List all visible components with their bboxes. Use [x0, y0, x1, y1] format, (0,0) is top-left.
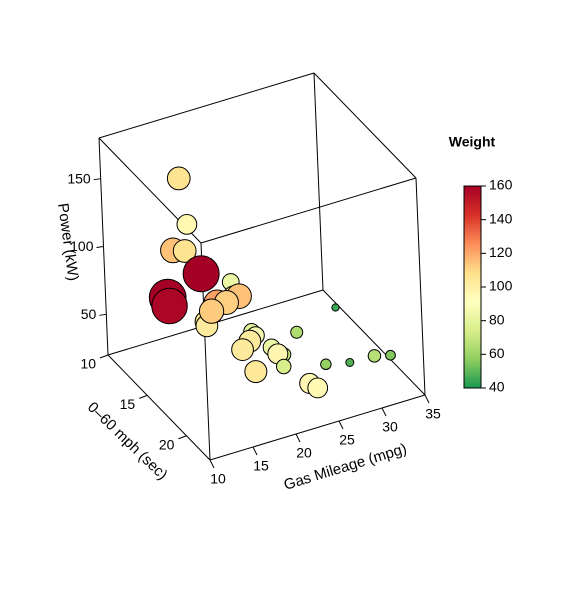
colorbar-tick-label: 80 [489, 311, 505, 327]
box-edge [107, 354, 211, 461]
point [166, 166, 191, 191]
point [385, 349, 396, 361]
box-edge [209, 394, 426, 461]
x-tick [424, 394, 430, 404]
x-tick [295, 433, 301, 443]
colorbar-tick-label: 120 [489, 244, 513, 260]
legend-title: Weight [449, 134, 496, 150]
point [307, 377, 329, 399]
z-tick [93, 178, 101, 181]
point [198, 298, 225, 324]
y-tick [99, 354, 109, 359]
y-tick-label: 15 [120, 396, 136, 412]
z-tick-label: 50 [81, 306, 97, 322]
point [182, 255, 220, 293]
y-tick [178, 435, 187, 440]
box-edge [313, 72, 324, 291]
y-tick-label: 20 [159, 436, 175, 452]
x-tick [381, 407, 387, 417]
x-tick [209, 459, 215, 469]
colorbar-tick-label: 140 [489, 210, 513, 226]
x-tick-label: 15 [253, 458, 269, 474]
point [176, 213, 198, 235]
x-tick-label: 30 [382, 419, 398, 435]
z-tick [99, 313, 107, 316]
box-edge [313, 72, 417, 179]
x-tick-label: 25 [339, 432, 355, 448]
colorbar [463, 185, 482, 389]
x-tick-label: 35 [425, 406, 441, 422]
point [331, 303, 340, 312]
point [290, 325, 304, 339]
z-tick [96, 246, 104, 248]
colorbar-tick-label: 160 [489, 177, 513, 193]
x-tick [338, 420, 344, 430]
y-tick-label: 10 [80, 356, 96, 372]
colorbar-tick-label: 40 [489, 379, 505, 395]
box-edge [322, 289, 426, 396]
x-tick-label: 10 [210, 471, 226, 487]
z-tick-label: 150 [67, 170, 91, 186]
box-edge [200, 177, 417, 244]
y-tick [139, 394, 148, 399]
point [172, 239, 197, 263]
point [320, 358, 332, 371]
box-edge [98, 72, 315, 139]
z-tick-label: 100 [70, 238, 94, 254]
box-edge [415, 177, 426, 396]
point [231, 338, 254, 362]
x-tick [252, 446, 258, 456]
x-tick-label: 20 [296, 445, 312, 461]
point [244, 360, 268, 384]
colorbar-tick-label: 100 [489, 278, 513, 294]
point [275, 358, 292, 375]
point [367, 349, 382, 363]
point [151, 287, 188, 325]
colorbar-tick-label: 60 [489, 345, 505, 361]
point [345, 357, 355, 367]
